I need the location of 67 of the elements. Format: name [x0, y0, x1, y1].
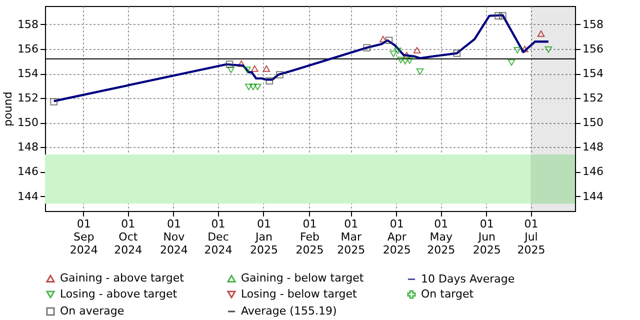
point	[413, 46, 421, 54]
x-tick-label: 01 Sep 2024	[70, 218, 98, 256]
point	[406, 57, 414, 64]
point	[403, 52, 410, 58]
y-tick-label: 144	[18, 190, 38, 203]
point	[521, 46, 528, 52]
point	[227, 66, 235, 74]
point	[238, 60, 246, 67]
x-tick-label: 01 Jul 2025	[517, 218, 546, 256]
legend-label: 10 Days Average	[421, 272, 515, 286]
point	[508, 59, 516, 66]
point	[537, 30, 545, 37]
x-tick-label: 01 Feb 2025	[296, 218, 324, 256]
x-tick-label: 01 Apr 2025	[382, 218, 411, 256]
point	[385, 36, 393, 44]
point	[544, 46, 552, 53]
x-tick-label: 01 May 2025	[427, 218, 456, 256]
y-axis-title: pound	[2, 92, 15, 126]
point	[245, 84, 252, 90]
point	[276, 71, 284, 78]
point	[494, 12, 502, 20]
x-tick-label: 01 Jan 2025	[250, 218, 278, 256]
x-tick-label: 01 Nov 2024	[160, 218, 188, 256]
y-tick-label: 148	[18, 140, 38, 154]
y2-tick-label: 146	[582, 165, 604, 178]
legend-label: Losing - above target	[60, 288, 178, 300]
y2-tick-label: 150	[582, 116, 604, 130]
y2-tick-label: 158	[582, 18, 604, 31]
point	[402, 58, 409, 64]
y-tick-label: 156	[18, 42, 38, 56]
x-tick-label: 01 Jun 2025	[472, 218, 501, 256]
y2-tick-label: 148	[582, 140, 604, 154]
point	[226, 60, 234, 68]
point	[397, 56, 404, 64]
y-tick-label: 146	[18, 165, 38, 178]
x-tick-label: 01 Oct 2024	[114, 218, 142, 256]
y2-tick-label: 144	[582, 190, 604, 203]
point	[390, 50, 398, 58]
point	[262, 65, 270, 72]
legend-label: On target	[421, 288, 474, 300]
legend-label: Gaining - below target	[241, 272, 364, 285]
point	[363, 44, 370, 52]
y2-tick-label: 156	[582, 42, 604, 56]
y2-tick-label: 152	[582, 92, 604, 105]
y2-tick-label: 154	[582, 67, 604, 80]
point	[394, 48, 402, 54]
point	[244, 66, 251, 74]
point	[266, 77, 274, 85]
legend-label: Losing - below target	[241, 288, 358, 300]
point	[250, 65, 258, 72]
point	[379, 36, 387, 42]
y-tick-label: 152	[18, 92, 38, 105]
legend-label: Gaining - above target	[60, 272, 185, 285]
point	[514, 46, 522, 54]
point	[250, 84, 257, 90]
legend-label: Average (155.19)	[241, 304, 337, 318]
legend-label: On average	[60, 304, 124, 318]
point	[254, 84, 262, 90]
y-tick-label: 158	[18, 18, 38, 31]
point	[416, 68, 424, 75]
point	[453, 50, 461, 57]
point	[499, 12, 506, 20]
point	[50, 98, 58, 106]
y-tick-label: 150	[18, 116, 38, 130]
y-tick-label: 154	[18, 67, 38, 80]
x-tick-label: 01 Mar 2025	[337, 218, 366, 256]
x-tick-label: 01 Dec 2024	[204, 218, 232, 256]
